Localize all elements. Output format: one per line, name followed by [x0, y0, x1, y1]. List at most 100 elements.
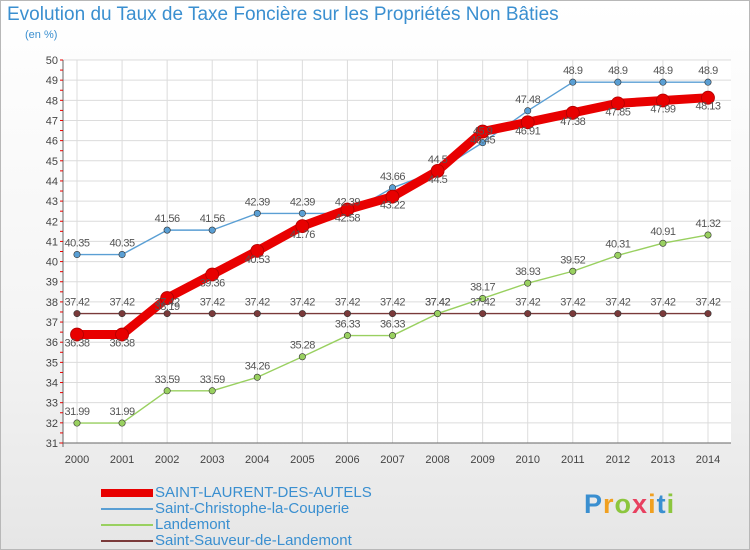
logo-letter: P: [584, 489, 604, 519]
y-tick-label: 38: [46, 297, 58, 309]
data-label: 34.26: [245, 360, 270, 372]
data-label: 42.39: [335, 196, 360, 208]
data-label: 47.38: [560, 116, 585, 128]
data-point: [569, 78, 577, 86]
data-label: 41.32: [695, 218, 720, 230]
data-label: 46.45: [470, 135, 495, 147]
data-label: 42.58: [335, 213, 360, 225]
x-tick-label: 2013: [651, 454, 675, 466]
data-label: 43.22: [380, 200, 405, 212]
data-point: [70, 327, 84, 342]
data-label: 31.99: [110, 406, 135, 418]
y-tick-label: 46: [46, 136, 58, 148]
y-tick-label: 34: [46, 378, 58, 390]
logo-letter: r: [603, 489, 615, 519]
data-label: 48.9: [698, 65, 718, 77]
data-point: [118, 251, 126, 259]
data-label: 41.56: [155, 213, 180, 225]
data-point: [524, 310, 532, 318]
data-label: 37.42: [110, 297, 135, 309]
data-point: [253, 209, 261, 217]
data-point: [565, 105, 580, 120]
data-label: 37.42: [155, 297, 180, 309]
data-label: 46.91: [515, 125, 540, 137]
data-point: [659, 310, 667, 318]
proxiti-logo: Proxiti: [584, 489, 675, 520]
data-point: [434, 310, 442, 318]
x-tick-label: 2005: [290, 454, 314, 466]
data-label: 37.42: [64, 297, 89, 309]
data-label: 45.9: [473, 126, 493, 138]
data-point: [388, 332, 396, 340]
data-label: 44.5: [428, 154, 448, 166]
data-point: [479, 310, 487, 318]
data-point: [704, 310, 712, 318]
x-tick-label: 2006: [335, 454, 359, 466]
data-label: 41.56: [200, 213, 225, 225]
data-point: [704, 78, 712, 86]
x-tick-label: 2003: [200, 454, 224, 466]
data-point: [614, 78, 622, 86]
data-label: 48.9: [653, 65, 673, 77]
data-label: 40.31: [605, 238, 630, 250]
logo-letter: o: [614, 489, 633, 519]
legend-swatch: [101, 524, 153, 526]
x-tick-label: 2011: [561, 454, 585, 466]
x-tick-label: 2010: [515, 454, 539, 466]
data-label: 47.48: [515, 94, 540, 106]
data-label: 37.42: [605, 297, 630, 309]
data-label: 37.42: [695, 297, 720, 309]
data-label: 48.13: [695, 101, 720, 113]
data-point: [73, 419, 81, 427]
x-tick-label: 2009: [470, 454, 494, 466]
data-point: [524, 107, 532, 115]
data-label: 37.42: [515, 297, 540, 309]
y-tick-label: 47: [46, 115, 58, 127]
data-point: [118, 419, 126, 427]
data-point: [614, 251, 622, 259]
x-tick-label: 2001: [110, 454, 134, 466]
data-label: 40.53: [245, 254, 270, 266]
data-label: 37.42: [425, 297, 450, 309]
data-label: 39.36: [200, 277, 225, 289]
logo-letter: i: [666, 489, 676, 519]
x-tick-label: 2014: [696, 454, 720, 466]
x-tick-label: 2004: [245, 454, 269, 466]
legend-label: Landemont: [155, 516, 231, 533]
data-point: [340, 202, 355, 217]
data-label: 37.42: [290, 297, 315, 309]
data-point: [569, 310, 577, 318]
data-point: [73, 251, 81, 259]
data-point: [208, 310, 216, 318]
data-label: 31.99: [64, 406, 89, 418]
data-point: [295, 219, 310, 234]
data-label: 44.5: [428, 174, 448, 186]
chart-subtitle: (en %): [25, 29, 58, 41]
data-label: 36.33: [380, 319, 405, 331]
y-tick-label: 37: [46, 317, 58, 329]
data-point: [524, 279, 532, 287]
chart-title: Evolution du Taux de Taxe Foncière sur l…: [7, 4, 559, 25]
y-tick-label: 32: [46, 418, 58, 430]
data-label: 37.42: [335, 297, 360, 309]
data-point: [163, 226, 171, 234]
data-point: [208, 226, 216, 234]
data-label: 42.39: [290, 196, 315, 208]
data-label: 40.35: [110, 238, 135, 250]
y-tick-label: 44: [46, 176, 58, 188]
logo-letter: t: [656, 489, 667, 519]
data-point: [385, 189, 400, 204]
data-point: [343, 332, 351, 340]
x-tick-label: 2008: [425, 454, 449, 466]
legend-swatch: [101, 508, 153, 510]
data-label: 40.35: [64, 238, 89, 250]
data-label: 38.19: [155, 301, 180, 313]
data-point: [118, 310, 126, 318]
legend-label: Saint-Sauveur-de-Landemont: [155, 532, 352, 549]
data-point: [115, 327, 129, 342]
data-point: [298, 310, 306, 318]
data-point: [163, 387, 171, 395]
y-tick-label: 49: [46, 75, 58, 87]
data-point: [701, 90, 715, 105]
data-label: 36.38: [64, 338, 89, 350]
